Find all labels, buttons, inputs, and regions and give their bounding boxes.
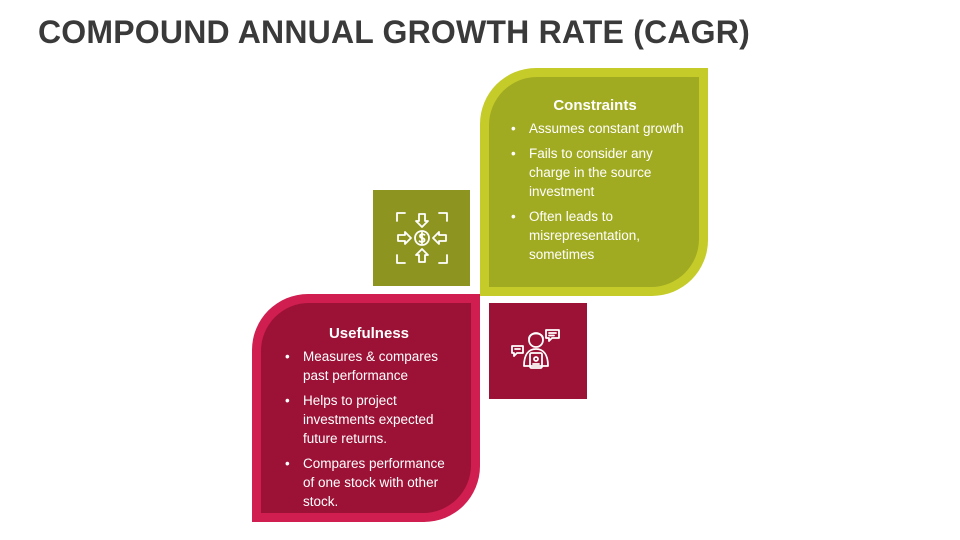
constraints-item: Often leads to misrepresentation, someti… bbox=[511, 207, 685, 264]
constraints-icon-tile bbox=[373, 190, 470, 286]
usefulness-card-border: Usefulness Measures & compares past perf… bbox=[252, 294, 480, 522]
page-title: COMPOUND ANNUAL GROWTH RATE (CAGR) bbox=[38, 14, 750, 50]
constraints-list: Assumes constant growth Fails to conside… bbox=[511, 119, 685, 264]
constraints-card-border: Constraints Assumes constant growth Fail… bbox=[480, 68, 708, 296]
usefulness-item: Compares performance of one stock with o… bbox=[285, 454, 459, 511]
usefulness-card: Usefulness Measures & compares past perf… bbox=[261, 303, 471, 513]
constraints-heading: Constraints bbox=[553, 97, 637, 114]
constraints-card: Constraints Assumes constant growth Fail… bbox=[489, 77, 699, 287]
constraints-item: Fails to consider any charge in the sour… bbox=[511, 144, 685, 201]
usefulness-list: Measures & compares past performance Hel… bbox=[285, 347, 459, 511]
usefulness-heading: Usefulness bbox=[328, 325, 410, 342]
usefulness-item: Measures & compares past performance bbox=[285, 347, 459, 385]
person-speech-bubbles-icon bbox=[511, 329, 560, 369]
usefulness-icon-tile bbox=[489, 303, 587, 399]
usefulness-item: Helps to project investments expected fu… bbox=[285, 391, 459, 448]
focus-dollar-arrows-icon bbox=[395, 212, 448, 264]
constraints-item: Assumes constant growth bbox=[511, 119, 685, 138]
